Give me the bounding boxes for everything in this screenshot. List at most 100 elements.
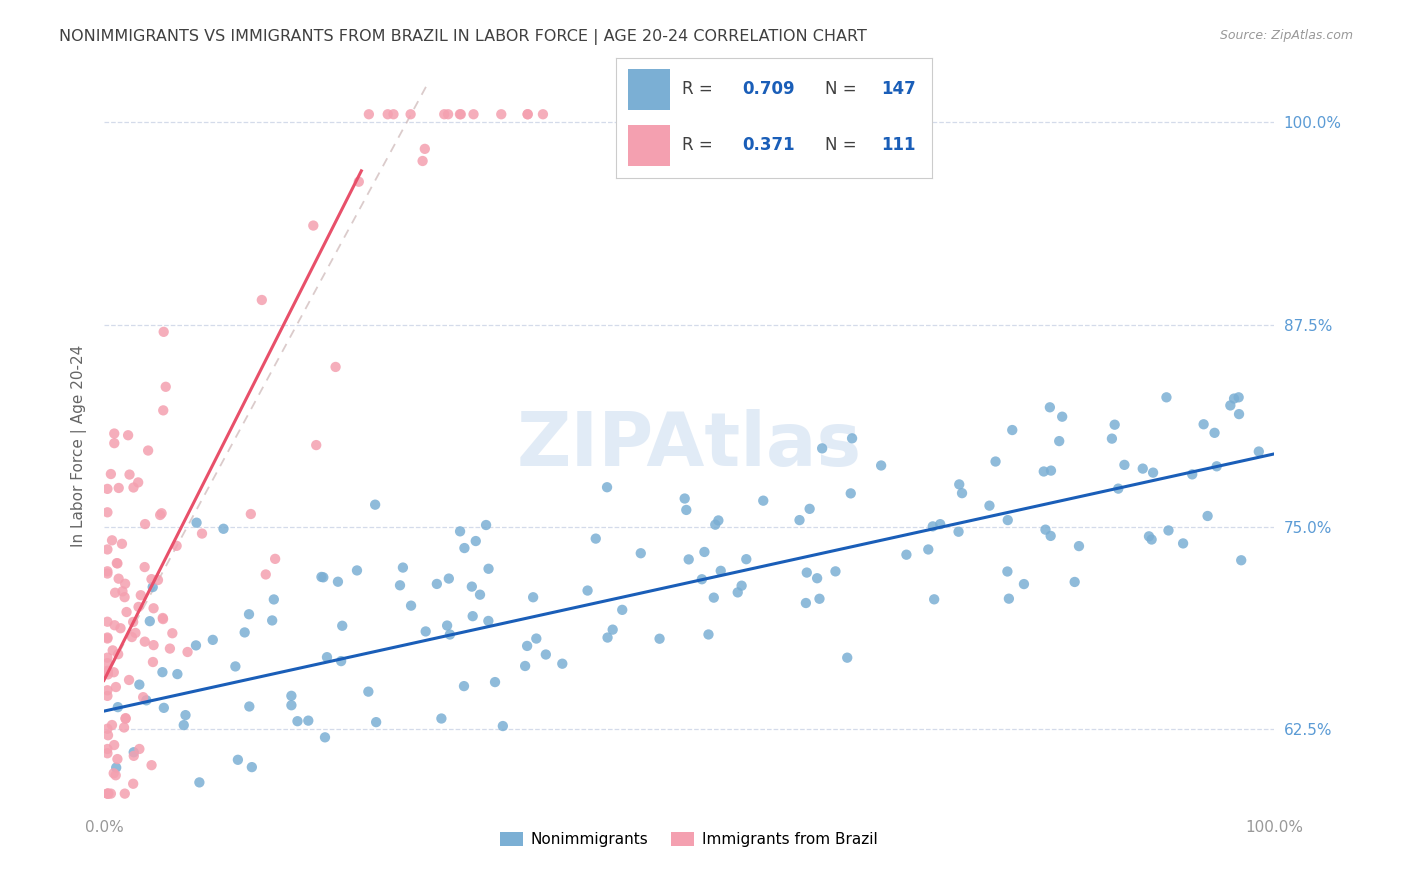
Point [224, 659, 246, 673]
Point [240, 760, 263, 774]
Point [152, 612, 174, 626]
Point [142, 601, 165, 615]
Point [250, 293, 273, 307]
Point [96, 566, 118, 581]
Point [152, 665, 174, 680]
Point [366, 715, 388, 730]
Point [166, 667, 188, 681]
Point [122, 615, 145, 629]
Point [415, 624, 437, 639]
Text: 0.371: 0.371 [742, 136, 794, 154]
Point [141, 572, 163, 586]
Point [121, 630, 143, 644]
Point [1047, 434, 1070, 449]
Point [1039, 464, 1062, 478]
Point [159, 641, 181, 656]
Point [96, 505, 118, 519]
Point [1142, 466, 1164, 480]
Point [382, 107, 405, 121]
Point [128, 599, 150, 614]
Point [142, 655, 165, 669]
Point [477, 614, 499, 628]
Text: NONIMMIGRANTS VS IMMIGRANTS FROM BRAZIL IN LABOR FORCE | AGE 20-24 CORRELATION C: NONIMMIGRANTS VS IMMIGRANTS FROM BRAZIL … [59, 29, 868, 45]
Point [1156, 390, 1178, 404]
Point [134, 560, 156, 574]
Point [839, 486, 862, 500]
Point [1114, 458, 1136, 472]
Point [96, 787, 118, 801]
Point [1140, 533, 1163, 547]
Bar [628, 69, 669, 110]
Point [491, 107, 513, 121]
Point [150, 506, 173, 520]
Point [101, 533, 124, 548]
Point [794, 596, 817, 610]
Point [134, 634, 156, 648]
Point [1132, 461, 1154, 475]
Point [675, 503, 697, 517]
Point [1101, 432, 1123, 446]
Point [789, 513, 811, 527]
Point [1035, 523, 1057, 537]
Point [103, 665, 125, 680]
Point [152, 611, 174, 625]
Point [1063, 574, 1085, 589]
Point [534, 648, 557, 662]
Point [114, 711, 136, 725]
Point [114, 787, 136, 801]
Point [139, 614, 162, 628]
Point [492, 719, 515, 733]
Point [399, 599, 422, 613]
Point [124, 626, 146, 640]
Text: 0.709: 0.709 [742, 79, 794, 98]
Text: 147: 147 [882, 79, 917, 98]
Point [128, 678, 150, 692]
Point [707, 513, 730, 527]
Point [122, 777, 145, 791]
Point [752, 493, 775, 508]
Point [347, 175, 370, 189]
Point [1197, 508, 1219, 523]
Point [101, 718, 124, 732]
Point [436, 618, 458, 632]
Point [96, 722, 118, 736]
Point [96, 664, 118, 678]
Point [188, 775, 211, 789]
Point [104, 768, 127, 782]
Point [314, 731, 336, 745]
Point [1192, 417, 1215, 432]
Point [522, 591, 544, 605]
Point [1223, 392, 1246, 406]
Point [399, 107, 422, 121]
Point [96, 542, 118, 557]
Point [184, 639, 207, 653]
Point [439, 627, 461, 641]
Point [135, 693, 157, 707]
Point [297, 714, 319, 728]
Point [129, 588, 152, 602]
Text: R =: R = [682, 79, 718, 98]
Point [412, 153, 434, 168]
Point [841, 431, 863, 445]
Point [239, 507, 262, 521]
Point [287, 714, 309, 729]
Point [100, 467, 122, 481]
Point [484, 675, 506, 690]
Point [107, 557, 129, 571]
Point [690, 572, 713, 586]
Point [921, 519, 943, 533]
Point [602, 623, 624, 637]
Point [1204, 425, 1226, 440]
Point [96, 632, 118, 646]
Point [477, 562, 499, 576]
Point [118, 467, 141, 482]
Point [1107, 482, 1129, 496]
Point [463, 107, 485, 121]
Point [153, 701, 176, 715]
Point [97, 665, 120, 679]
Point [191, 526, 214, 541]
Point [357, 684, 380, 698]
Point [703, 591, 725, 605]
Point [118, 673, 141, 687]
Point [551, 657, 574, 671]
